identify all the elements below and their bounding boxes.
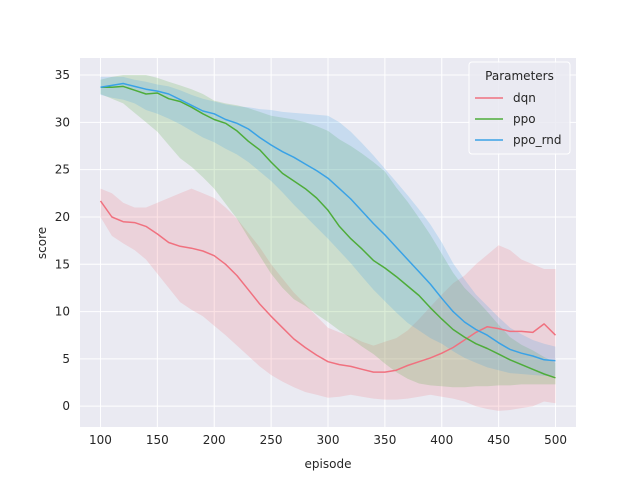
band-ppo (100, 75, 556, 388)
legend-items: dqn ppo ppo_rnd (475, 91, 562, 147)
y-axis-ticks: 0 5 10 15 20 25 30 35 (55, 68, 70, 413)
y-tick-label: 5 (62, 352, 70, 366)
x-tick-label: 300 (317, 433, 340, 447)
legend-label-ppo-rnd: ppo_rnd (513, 133, 562, 147)
legend-title: Parameters (485, 69, 554, 83)
y-axis-label: score (35, 227, 49, 259)
band-dqn (100, 188, 556, 411)
y-tick-label: 10 (55, 305, 70, 319)
line-ppo (100, 85, 556, 379)
legend-box (468, 61, 571, 155)
y-tick-label: 0 (62, 399, 70, 413)
x-tick-label: 250 (260, 433, 283, 447)
x-tick-label: 350 (373, 433, 396, 447)
y-tick-label: 25 (55, 163, 70, 177)
confidence-bands (100, 75, 556, 411)
y-tick-label: 35 (55, 68, 70, 82)
line-dqn (99, 200, 557, 373)
y-tick-label: 15 (55, 257, 70, 271)
x-tick-label: 200 (203, 433, 226, 447)
x-tick-label: 500 (544, 433, 567, 447)
x-tick-label: 400 (430, 433, 453, 447)
line-ppo-rnd (100, 82, 556, 362)
legend: Parameters dqn ppo ppo_rnd (468, 61, 571, 155)
x-axis-ticks: 100 150 200 250 300 350 400 450 500 (89, 433, 567, 447)
y-tick-label: 30 (55, 115, 70, 129)
x-tick-label: 450 (487, 433, 510, 447)
x-tick-label: 150 (146, 433, 169, 447)
legend-label-dqn: dqn (513, 91, 536, 105)
x-tick-label: 100 (89, 433, 112, 447)
x-axis-label: episode (305, 457, 352, 471)
y-tick-label: 20 (55, 210, 70, 224)
band-ppo-rnd (100, 76, 556, 376)
series-lines (99, 82, 557, 379)
legend-label-ppo: ppo (513, 112, 536, 126)
